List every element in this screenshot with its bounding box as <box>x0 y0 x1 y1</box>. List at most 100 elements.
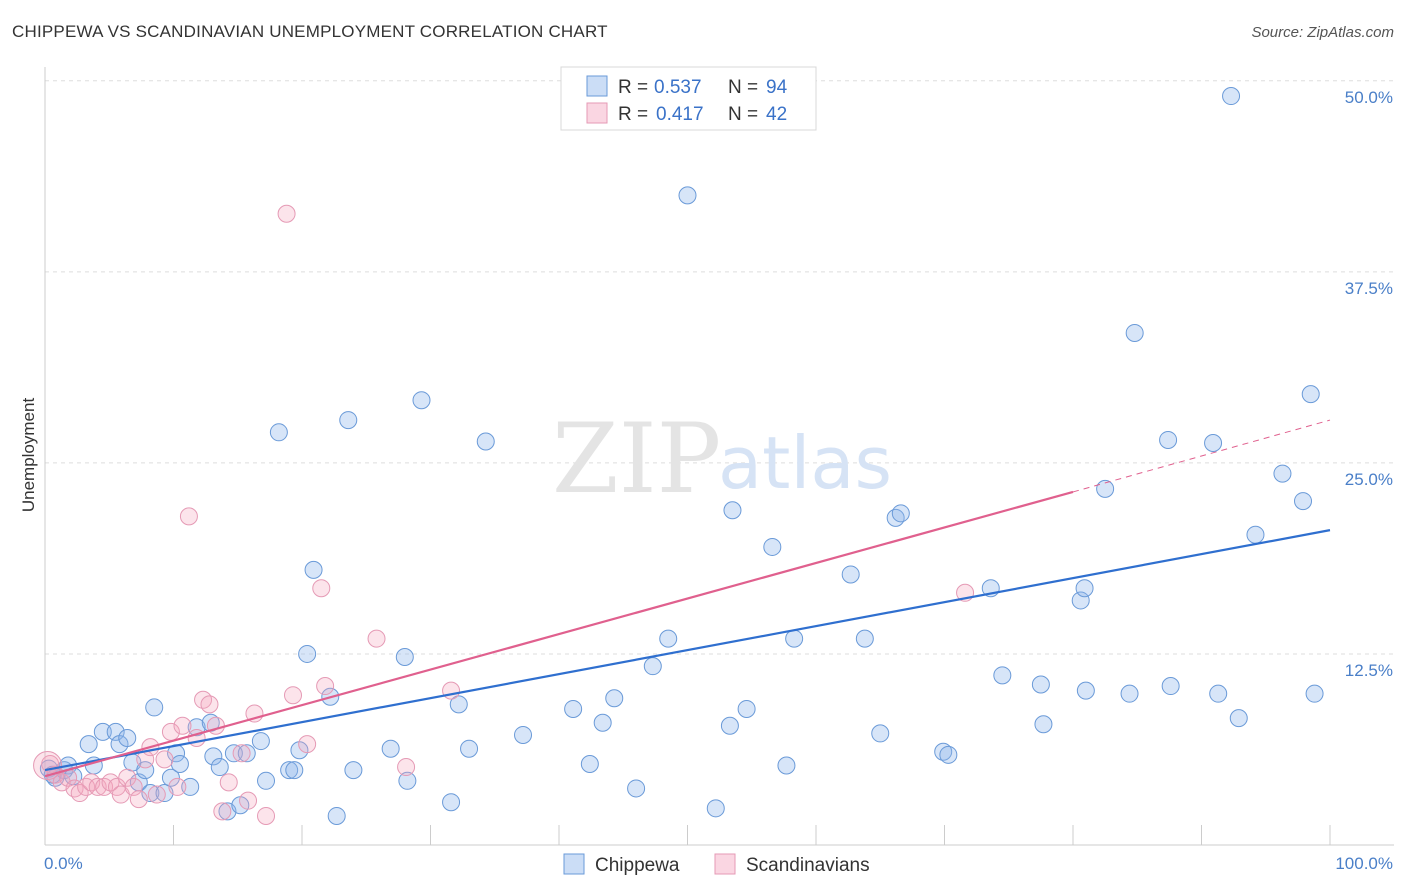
scandinavians-point <box>118 768 137 787</box>
chippewa-point <box>1125 323 1144 342</box>
y-tick-label: 37.5% <box>1345 279 1393 298</box>
scandinavians-point <box>213 802 232 821</box>
chippewa-point <box>1120 684 1139 703</box>
chippewa-trend-line <box>44 529 1331 772</box>
chippewa-point <box>871 724 890 743</box>
scandinavians-point <box>277 204 296 223</box>
chippewa-point <box>720 716 739 735</box>
chippewa-point <box>327 806 346 825</box>
chippewa-point <box>412 391 431 410</box>
scandinavians-point <box>219 773 238 792</box>
legend: R = 0.537 N = 94 R = 0.417 N = 42 <box>560 66 817 131</box>
chippewa-point <box>993 666 1012 685</box>
chippewa-point <box>161 768 180 787</box>
chippewa-point <box>251 732 270 751</box>
legend-swatch-chippewa <box>586 75 608 97</box>
chippewa-point <box>580 754 599 773</box>
legend-n-value-chippewa: 94 <box>766 77 788 98</box>
scandinavians-point <box>239 791 258 810</box>
chippewa-point <box>785 629 804 648</box>
chippewa-point <box>1071 591 1090 610</box>
legend-r-value-scandinavians: 0.417 <box>656 104 704 125</box>
chippewa-point <box>344 761 363 780</box>
chippewa-point <box>381 739 400 758</box>
scandinavians-point <box>173 716 192 735</box>
chippewa-point <box>1294 492 1313 511</box>
chippewa-point <box>79 735 98 754</box>
chippewa-point <box>280 761 299 780</box>
chippewa-point <box>1161 677 1180 696</box>
chippewa-point <box>145 698 164 717</box>
scandinavians-point <box>397 758 416 777</box>
scandinavians-point <box>442 681 461 700</box>
chippewa-point <box>605 689 624 708</box>
chippewa-point <box>1204 434 1223 453</box>
chippewa-point <box>269 423 288 442</box>
bottom-legend: Chippewa Scandinavians <box>563 853 870 876</box>
chippewa-points <box>39 87 1324 825</box>
chippewa-point <box>659 629 678 648</box>
chippewa-point <box>593 713 612 732</box>
chippewa-point <box>1301 385 1320 404</box>
chippewa-point <box>285 761 304 780</box>
legend-box <box>560 66 817 131</box>
chippewa-point <box>449 695 468 714</box>
grid-lines <box>45 80 1394 655</box>
chippewa-point <box>1229 709 1248 728</box>
scandinavians-point <box>101 773 120 792</box>
chart-title: CHIPPEWA VS SCANDINAVIAN UNEMPLOYMENT CO… <box>12 22 608 41</box>
chippewa-point <box>939 745 958 764</box>
scandinavians-point <box>200 695 219 714</box>
chippewa-point <box>298 644 317 663</box>
chippewa-point <box>777 756 796 775</box>
chippewa-point <box>1096 479 1115 498</box>
chippewa-point <box>460 739 479 758</box>
chippewa-point <box>514 725 533 744</box>
watermark-zip: ZIP <box>552 403 721 515</box>
y-tick-label: 25.0% <box>1345 470 1393 489</box>
chippewa-point <box>224 744 243 763</box>
chippewa-point <box>934 742 953 761</box>
chippewa-point <box>1246 525 1265 544</box>
chippewa-point <box>564 699 583 718</box>
legend-n-label-chippewa: N = <box>728 77 758 98</box>
chippewa-point <box>204 747 223 766</box>
chippewa-point <box>643 657 662 676</box>
chippewa-point <box>398 771 417 790</box>
scandinavians-trend-extension <box>1072 419 1331 493</box>
chippewa-point <box>181 777 200 796</box>
chippewa-point <box>304 560 323 579</box>
bottom-legend-scandinavians: Scandinavians <box>746 855 870 876</box>
chippewa-point <box>339 411 358 430</box>
legend-r-label-chippewa: R = <box>618 77 648 98</box>
chippewa-point <box>627 779 646 798</box>
scandinavians-point <box>168 777 187 796</box>
legend-r-label-scandinavians: R = <box>618 104 648 125</box>
scandinavians-point <box>179 507 198 526</box>
trend-lines <box>44 419 1331 778</box>
scandinavians-points <box>33 204 975 825</box>
x-tick-labels: 0.0% 100.0% <box>44 854 1393 873</box>
scandinavians-point <box>316 677 335 696</box>
y-axis-label: Unemployment <box>19 398 38 513</box>
chippewa-point <box>1075 579 1094 598</box>
legend-n-label-scandinavians: N = <box>728 104 758 125</box>
chippewa-point <box>395 647 414 666</box>
scandinavians-point <box>367 629 386 648</box>
chippewa-point <box>1222 87 1241 106</box>
chippewa-point <box>476 432 495 451</box>
chippewa-point <box>1273 464 1292 483</box>
chippewa-point <box>170 754 189 773</box>
chippewa-point <box>237 744 256 763</box>
chippewa-point <box>737 699 756 718</box>
chippewa-point <box>187 718 206 737</box>
watermark-atlas: atlas <box>718 421 892 505</box>
chippewa-point <box>891 504 910 523</box>
chippewa-point <box>763 537 782 556</box>
chippewa-point <box>706 799 725 818</box>
scandinavians-point <box>257 806 276 825</box>
chippewa-point <box>210 758 229 777</box>
axes <box>44 67 1394 846</box>
bottom-legend-swatch-chippewa <box>563 853 585 875</box>
